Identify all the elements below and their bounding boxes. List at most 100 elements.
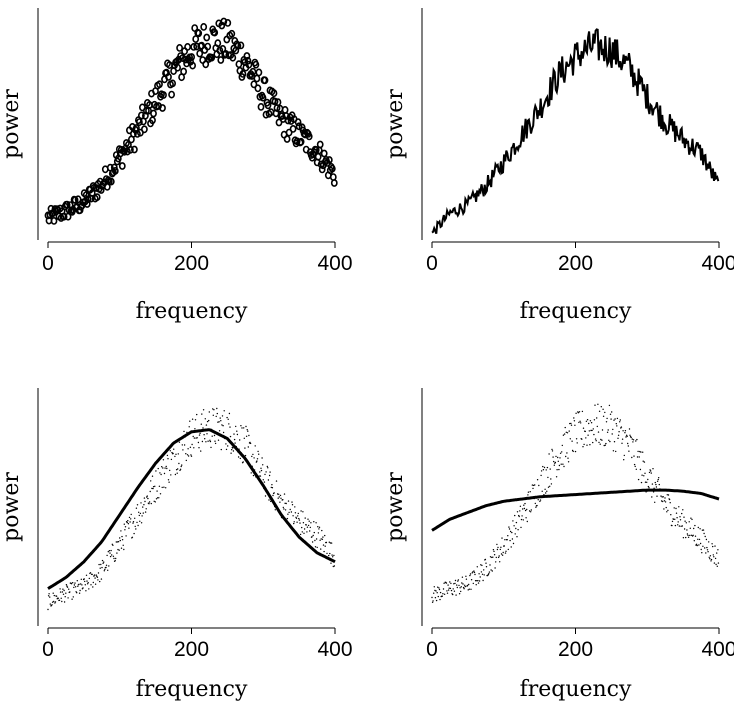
- data-point: [527, 491, 530, 493]
- data-point: [527, 494, 529, 496]
- data-point: [588, 430, 590, 432]
- data-point: [317, 532, 320, 534]
- data-point: [547, 486, 550, 488]
- data-point: [256, 458, 259, 460]
- data-point: [59, 591, 62, 593]
- data-point: [479, 576, 481, 578]
- data-point: [142, 506, 144, 508]
- data-point: [643, 461, 646, 463]
- data-point: [519, 505, 522, 507]
- data-point: [614, 418, 616, 420]
- data-point: [122, 544, 124, 546]
- data-point: [563, 433, 566, 435]
- data-point: [573, 417, 575, 419]
- data-point: [446, 590, 448, 592]
- data-point: [610, 418, 612, 420]
- data-point: [240, 425, 242, 427]
- data-point: [615, 450, 617, 453]
- data-point: [713, 556, 715, 558]
- data-point: [211, 435, 213, 437]
- data-point: [566, 452, 568, 454]
- data-point: [287, 513, 289, 515]
- data-point: [138, 511, 140, 513]
- x-tick-label: 200: [558, 638, 593, 661]
- data-point: [87, 582, 89, 584]
- data-point: [715, 563, 717, 566]
- data-point: [94, 583, 97, 585]
- data-point: [206, 420, 209, 423]
- data-point: [504, 552, 507, 554]
- data-point: [323, 550, 325, 553]
- data-point: [311, 536, 313, 538]
- data-point: [225, 448, 228, 451]
- data-point: [333, 565, 336, 567]
- data-point: [312, 146, 320, 154]
- data-point: [516, 536, 518, 538]
- data-point: [135, 507, 138, 509]
- data-point: [572, 450, 574, 453]
- data-point: [657, 478, 659, 481]
- data-point: [183, 444, 186, 446]
- data-point: [452, 588, 454, 590]
- data-point: [498, 555, 500, 557]
- data-point: [464, 584, 466, 586]
- data-point: [233, 433, 235, 435]
- data-point: [190, 43, 198, 51]
- data-point: [252, 453, 254, 456]
- data-point: [616, 417, 619, 420]
- data-point: [612, 450, 615, 452]
- data-point: [259, 93, 267, 102]
- data-point: [266, 465, 268, 468]
- data-point: [575, 412, 577, 414]
- data-point: [66, 586, 69, 588]
- data-point: [232, 450, 235, 452]
- data-point: [235, 60, 243, 69]
- data-point: [466, 584, 469, 587]
- data-point: [560, 463, 562, 465]
- data-point: [156, 497, 159, 499]
- data-point: [279, 494, 282, 497]
- data-point: [151, 475, 154, 477]
- data-point: [317, 526, 319, 528]
- data-point: [711, 543, 713, 545]
- data-point: [299, 533, 302, 536]
- data-point: [168, 481, 170, 483]
- data-point: [179, 469, 181, 472]
- data-point: [205, 441, 207, 443]
- data-point: [157, 467, 159, 470]
- data-point: [523, 507, 526, 510]
- data-point: [161, 486, 163, 489]
- data-point: [312, 534, 314, 537]
- data-point: [562, 463, 564, 465]
- data-point: [172, 452, 174, 455]
- data-point: [182, 449, 184, 451]
- data-point: [551, 450, 554, 452]
- data-point: [664, 497, 666, 499]
- data-point: [132, 521, 135, 523]
- data-point: [685, 536, 687, 539]
- data-point: [596, 425, 598, 428]
- data-point: [196, 413, 198, 416]
- data-point: [89, 572, 92, 574]
- data-point: [99, 567, 101, 569]
- data-point: [200, 423, 202, 425]
- data-point: [105, 566, 107, 569]
- data-point: [480, 564, 482, 566]
- data-point: [604, 444, 606, 446]
- data-point: [111, 554, 113, 556]
- data-point: [513, 525, 515, 527]
- data-point: [174, 63, 181, 72]
- data-point: [650, 470, 652, 472]
- data-point: [328, 554, 330, 557]
- data-point: [217, 439, 220, 441]
- data-point: [152, 487, 154, 490]
- data-point: [514, 533, 516, 535]
- data-point: [601, 439, 603, 441]
- data-point: [608, 439, 610, 441]
- data-point: [183, 430, 185, 433]
- data-point: [331, 554, 333, 556]
- data-point: [175, 469, 178, 471]
- data-point: [168, 90, 175, 99]
- data-point: [126, 145, 134, 154]
- data-point: [553, 464, 555, 466]
